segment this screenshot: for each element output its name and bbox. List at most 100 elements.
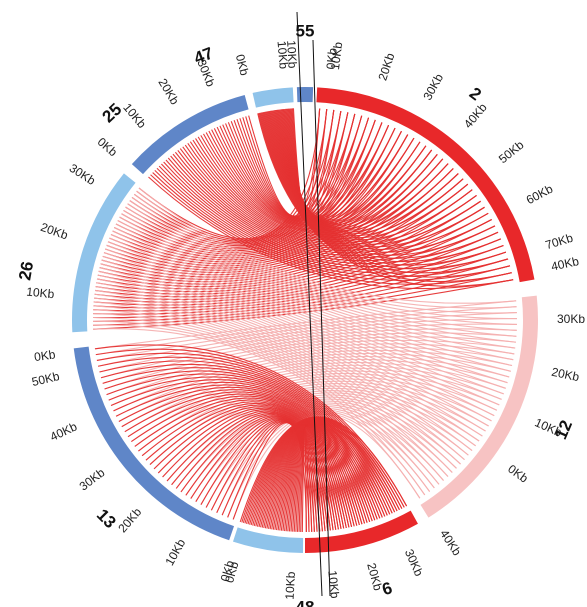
link-13-6-33 [102, 367, 393, 514]
link-13-6-37 [96, 352, 403, 509]
link-26-2-4 [93, 251, 507, 315]
link-26-12-11 [95, 286, 469, 456]
link-26-12-12 [96, 282, 473, 451]
tick-label-13-4: 40Kb [48, 419, 80, 444]
tick-label-48-0: 10Kb [283, 571, 298, 600]
contig-label-13: 13 [93, 505, 120, 532]
link-26-12-32 [123, 209, 516, 343]
tick-label-6-0: 40Kb [437, 527, 464, 558]
link-13-6-34 [100, 363, 396, 513]
link-47-2-38 [291, 108, 328, 215]
link-13-12-38 [95, 306, 517, 356]
reference-lines [296, 11, 331, 597]
tick-label-2-4: 50Kb [496, 137, 527, 166]
link-26-12-9 [94, 293, 461, 465]
tick-label-2-0: 10Kb [328, 41, 345, 71]
tick-label-55-1: 0Kb [324, 47, 340, 70]
link-13-12-39 [94, 300, 517, 350]
link-26-12-5 [93, 309, 444, 481]
tick-label-2-6: 70Kb [544, 231, 575, 253]
link-48-6-37 [242, 417, 403, 523]
link-13-12-31 [106, 339, 516, 396]
link-25-2-37 [242, 109, 335, 218]
link-25-2-2 [152, 172, 511, 281]
link-25-2-39 [248, 108, 321, 217]
tick-label-6-1: 30Kb [402, 547, 426, 579]
tick-label-55-0: 10Kb [284, 40, 299, 69]
link-13-12-32 [104, 336, 516, 390]
contig-arc-25 [131, 94, 249, 175]
link-25-2-30 [222, 122, 383, 223]
link-26-12-25 [110, 234, 508, 384]
tick-label-2-5: 60Kb [524, 181, 556, 207]
contig-label-26: 26 [15, 260, 37, 282]
tick-label-2-1: 20Kb [375, 51, 397, 82]
contig-label-2: 2 [466, 84, 485, 105]
link-13-6-31 [106, 373, 388, 516]
contig-arcs [72, 86, 538, 553]
tick-label-6-3: 10Kb [325, 570, 342, 600]
link-26-12-4 [93, 313, 440, 485]
reference-line-0 [296, 11, 323, 597]
link-26-12-21 [105, 248, 500, 406]
link-26-12-36 [131, 196, 517, 320]
link-26-12-39 [138, 187, 517, 304]
link-47-2-3 [259, 112, 509, 274]
tick-label-26-2: 20Kb [39, 220, 70, 243]
link-26-2-2 [93, 265, 511, 322]
link-26-12-3 [93, 316, 435, 489]
link-26-2-23 [107, 145, 427, 267]
link-13-6-30 [108, 376, 386, 517]
link-26-12-24 [109, 237, 506, 389]
link-26-2-0 [93, 279, 514, 330]
link-26-12-38 [136, 190, 517, 309]
tick-label-13-1: 10Kb [162, 536, 188, 568]
link-13-12-23 [127, 364, 504, 438]
link-26-12-34 [127, 203, 517, 331]
link-13-12-0 [232, 413, 421, 520]
link-26-12-31 [121, 213, 516, 349]
link-26-12-37 [133, 193, 517, 314]
link-25-2-19 [192, 139, 449, 237]
link-13-12-37 [96, 312, 517, 361]
link-13-12-35 [99, 323, 517, 373]
link-26-2-14 [97, 189, 473, 288]
link-26-2-5 [93, 244, 504, 312]
link-26-2-1 [93, 272, 512, 326]
link-13-6-36 [97, 356, 400, 511]
tick-label-47-0: 0Kb [233, 53, 252, 77]
contig-arc-12 [420, 295, 538, 518]
link-13-12-33 [102, 332, 517, 384]
link-25-2-32 [227, 117, 370, 221]
link-26-2-19 [102, 163, 449, 276]
link-26-12-18 [101, 259, 492, 422]
contig-arc-26 [72, 173, 136, 333]
tick-label-12-4: 0Kb [505, 462, 531, 486]
contig-arc-2 [316, 87, 535, 283]
tick-label-25-2: 20Kb [155, 76, 182, 108]
link-26-2-22 [106, 149, 433, 269]
tick-label-48-1: 0Kb [222, 560, 241, 585]
link-26-12-14 [97, 274, 480, 442]
link-48-6-35 [245, 418, 398, 524]
contig-arc-55 [296, 86, 314, 103]
link-13-12-29 [110, 346, 514, 407]
tick-label-12-0: 40Kb [550, 254, 581, 274]
link-13-12-27 [115, 352, 511, 417]
link-26-2-33 [125, 115, 363, 248]
link-26-12-22 [106, 244, 502, 400]
link-26-2-39 [138, 108, 321, 240]
link-26-2-17 [100, 173, 459, 280]
tick-label-12-2: 20Kb [550, 365, 581, 385]
link-13-12-34 [100, 328, 517, 379]
tick-label-26-3: 30Kb [67, 161, 98, 188]
link-13-12-22 [131, 367, 502, 443]
contig-label-47: 47 [191, 44, 215, 69]
link-26-12-27 [114, 226, 511, 372]
link-26-2-6 [93, 238, 502, 309]
contig-label-48: 48 [296, 597, 315, 607]
link-26-12-23 [107, 241, 504, 395]
tick-label-13-5: 50Kb [30, 369, 61, 389]
link-48-6-29 [255, 420, 383, 527]
link-26-12-6 [93, 305, 449, 477]
